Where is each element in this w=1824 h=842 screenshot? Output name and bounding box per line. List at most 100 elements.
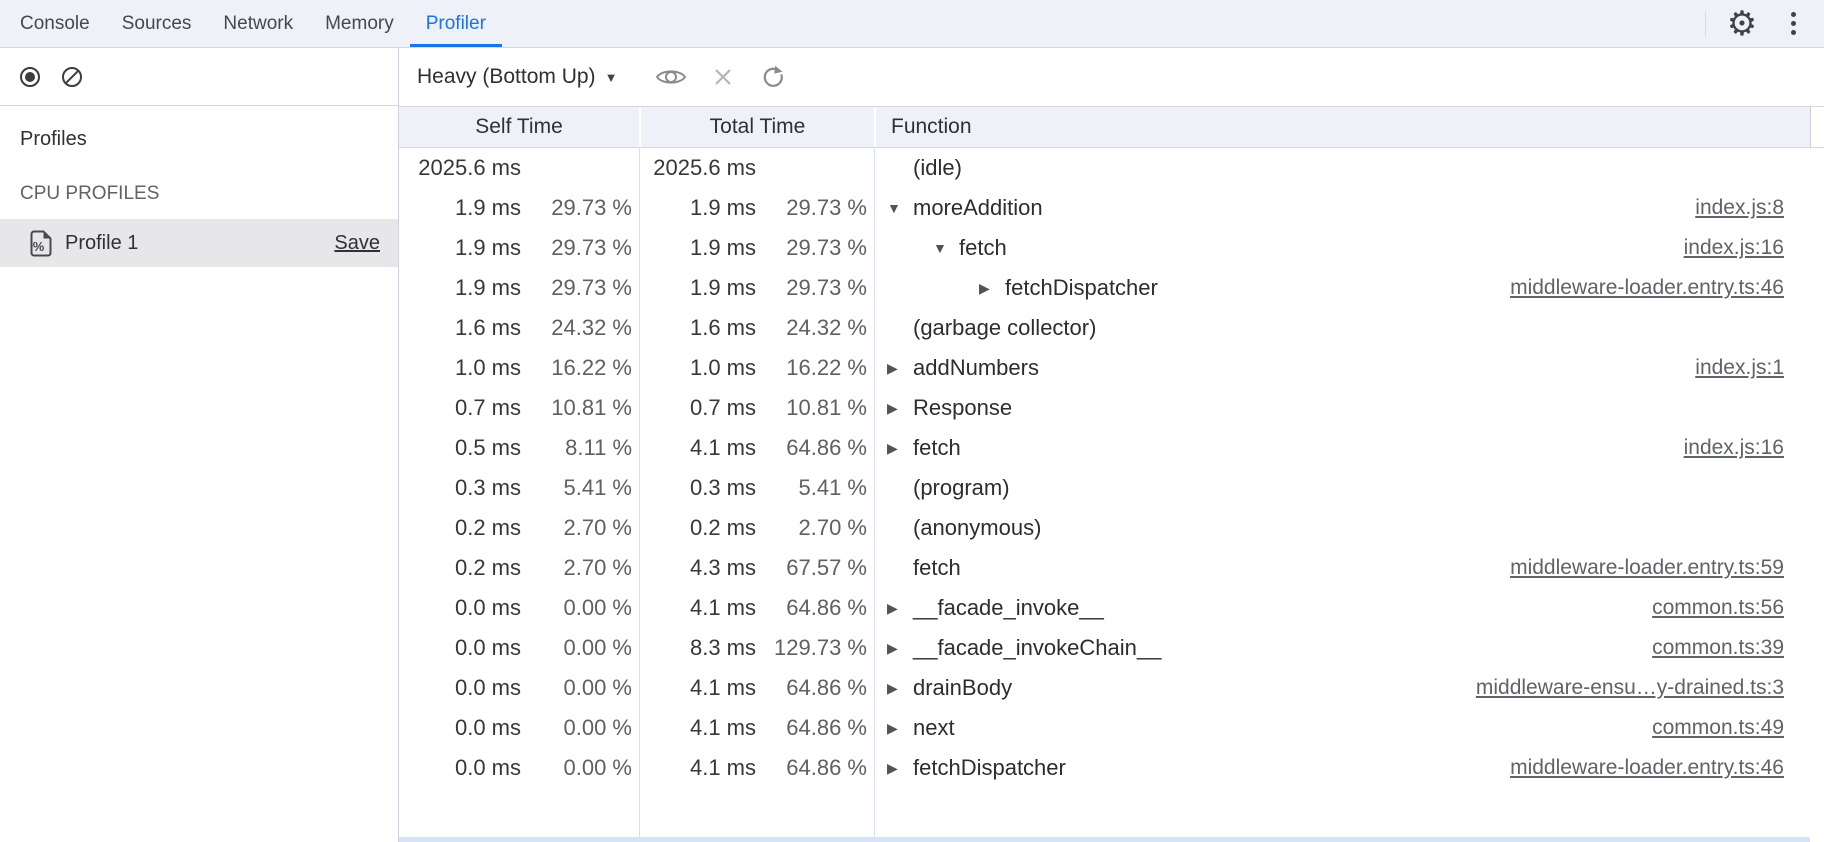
tab-profiler[interactable]: Profiler	[409, 0, 503, 47]
total-time-ms: 4.1 ms	[689, 675, 756, 700]
source-link[interactable]: common.ts:56	[1652, 596, 1784, 619]
table-row[interactable]: 2025.6 ms 2025.6 ms (idle)	[399, 148, 1824, 188]
function-cell: ▶ __facade_invoke__ common.ts:56	[874, 588, 1810, 628]
function-cell: (idle)	[874, 148, 1810, 188]
column-header-self-time[interactable]: Self Time	[475, 115, 563, 138]
total-time-ms: 4.1 ms	[689, 595, 756, 620]
source-link[interactable]: index.js:1	[1695, 356, 1784, 379]
total-time-cell: 4.1 ms 64.86 %	[639, 588, 874, 628]
table-row[interactable]: 0.0 ms 0.00 % 4.1 ms 64.86 % ▶ drainBody middl…	[399, 668, 1824, 708]
table-row[interactable]: 0.3 ms 5.41 % 0.3 ms 5.41 % (program)	[399, 468, 1824, 508]
function-cell: ▼ moreAddition index.js:8	[874, 188, 1810, 228]
tree-expand-arrow-icon[interactable]: ▶	[887, 359, 898, 376]
tree-expand-arrow-icon[interactable]: ▶	[887, 719, 898, 736]
self-time-cell: 2025.6 ms	[399, 148, 639, 188]
table-row[interactable]: 0.0 ms 0.00 % 4.1 ms 64.86 % ▶ fetchDispatche…	[399, 748, 1824, 788]
self-time-cell: 0.0 ms 0.00 %	[399, 628, 639, 668]
source-link[interactable]: middleware-loader.entry.ts:46	[1510, 756, 1784, 779]
sidebar-item-profile-1[interactable]: % Profile 1 Save	[0, 219, 398, 267]
table-row[interactable]: 1.6 ms 24.32 % 1.6 ms 24.32 % (garbage colle…	[399, 308, 1824, 348]
total-time-cell: 0.7 ms 10.81 %	[639, 388, 874, 428]
exclude-close-x-icon[interactable]	[713, 67, 733, 87]
source-link[interactable]: middleware-loader.entry.ts:46	[1510, 276, 1784, 299]
function-cell: ▶ fetch index.js:16	[874, 428, 1810, 468]
table-row[interactable]: 0.5 ms 8.11 % 4.1 ms 64.86 % ▶ fetch index.js:…	[399, 428, 1824, 468]
self-time-cell: 0.2 ms 2.70 %	[399, 508, 639, 548]
table-row[interactable]: 0.0 ms 0.00 % 4.1 ms 64.86 % ▶ __facade_invok…	[399, 588, 1824, 628]
source-link[interactable]: index.js:8	[1695, 196, 1784, 219]
scroll-corner	[1810, 107, 1824, 147]
table-row[interactable]: 0.2 ms 2.70 % 0.2 ms 2.70 % (anonymous)	[399, 508, 1824, 548]
function-cell: fetch middleware-loader.entry.ts:59	[874, 548, 1810, 588]
tab-memory[interactable]: Memory	[309, 0, 410, 47]
source-link[interactable]: common.ts:39	[1652, 636, 1784, 659]
column-header-function[interactable]: Function	[874, 107, 1810, 147]
source-link[interactable]: index.js:16	[1683, 236, 1784, 259]
function-cell: ▼ fetch index.js:16	[874, 228, 1810, 268]
main-split: Profiles CPU PROFILES % Profile 1 Save H…	[0, 48, 1824, 842]
tab-label: Console	[20, 12, 90, 34]
function-name: __facade_invoke__	[913, 595, 1104, 620]
self-time-ms: 0.0 ms	[454, 755, 521, 780]
function-cell: ▶ fetchDispatcher middleware-loader.entry.…	[874, 268, 1810, 308]
kebab-menu-icon[interactable]	[1778, 4, 1808, 44]
source-link[interactable]: common.ts:49	[1652, 716, 1784, 739]
record-profile-icon[interactable]	[17, 64, 43, 90]
table-row[interactable]: 1.9 ms 29.73 % 1.9 ms 29.73 % ▼ fetch index.js…	[399, 228, 1824, 268]
table-row[interactable]: 0.0 ms 0.00 % 8.3 ms 129.73 % ▶ __facade_invo…	[399, 628, 1824, 668]
tabbar-right-controls: ⚙	[1705, 0, 1824, 47]
tree-expand-arrow-icon[interactable]: ▶	[979, 279, 990, 296]
function-name: moreAddition	[913, 195, 1043, 220]
tree-expand-arrow-icon[interactable]: ▶	[887, 679, 898, 696]
table-row[interactable]: 0.2 ms 2.70 % 4.3 ms 67.57 % fetch middleware…	[399, 548, 1824, 588]
focus-visibility-eye-icon[interactable]	[655, 66, 687, 88]
total-time-percent: 29.73 %	[786, 195, 867, 220]
save-profile-link[interactable]: Save	[334, 231, 380, 254]
total-time-percent: 16.22 %	[786, 355, 867, 380]
self-time-ms: 1.9 ms	[454, 275, 521, 300]
source-link[interactable]: index.js:16	[1683, 436, 1784, 459]
table-row[interactable]: 1.9 ms 29.73 % 1.9 ms 29.73 % ▶ fetchDispatch…	[399, 268, 1824, 308]
function-name: addNumbers	[913, 355, 1039, 380]
table-row[interactable]: 1.9 ms 29.73 % 1.9 ms 29.73 % ▼ moreAddition i…	[399, 188, 1824, 228]
tab-network[interactable]: Network	[207, 0, 309, 47]
tab-sources[interactable]: Sources	[106, 0, 208, 47]
tab-console[interactable]: Console	[4, 0, 106, 47]
self-time-cell: 0.7 ms 10.81 %	[399, 388, 639, 428]
svg-text:%: %	[33, 239, 45, 254]
total-time-ms: 1.9 ms	[689, 275, 756, 300]
source-link[interactable]: middleware-loader.entry.ts:59	[1510, 556, 1784, 579]
total-time-ms: 0.7 ms	[689, 395, 756, 420]
source-link[interactable]: middleware-ensu…y-drained.ts:3	[1475, 676, 1784, 699]
self-time-percent: 10.81 %	[551, 395, 632, 420]
total-time-ms: 1.9 ms	[689, 235, 756, 260]
clear-profiles-icon[interactable]	[59, 64, 85, 90]
self-time-ms: 1.9 ms	[454, 195, 521, 220]
tree-expand-arrow-icon[interactable]: ▶	[887, 439, 898, 456]
function-name: (program)	[913, 475, 1010, 500]
total-time-ms: 4.1 ms	[689, 715, 756, 740]
self-time-ms: 0.7 ms	[454, 395, 521, 420]
table-row[interactable]: 0.0 ms 0.00 % 4.1 ms 64.86 % ▶ next common.ts:…	[399, 708, 1824, 748]
restore-refresh-icon[interactable]	[761, 65, 785, 89]
tree-expand-arrow-icon[interactable]: ▶	[887, 399, 898, 416]
settings-gear-icon[interactable]: ⚙	[1720, 2, 1764, 46]
row-gutter	[1810, 268, 1824, 308]
view-mode-dropdown[interactable]: Heavy (Bottom Up) ▼	[417, 65, 617, 89]
tree-expand-arrow-icon[interactable]: ▼	[887, 200, 901, 216]
self-time-ms: 2025.6 ms	[418, 155, 521, 180]
total-time-cell: 4.1 ms 64.86 %	[639, 748, 874, 788]
function-name: fetchDispatcher	[1005, 275, 1158, 300]
column-header-total-time[interactable]: Total Time	[639, 107, 874, 147]
total-time-percent: 129.73 %	[774, 635, 867, 660]
profile-data-grid: Self Time Total Time Function 2025.6 ms 2…	[399, 106, 1824, 842]
total-time-percent: 24.32 %	[786, 315, 867, 340]
filler-cell	[639, 788, 874, 842]
function-name: fetchDispatcher	[913, 755, 1066, 780]
tree-expand-arrow-icon[interactable]: ▶	[887, 639, 898, 656]
tree-expand-arrow-icon[interactable]: ▶	[887, 759, 898, 776]
tree-expand-arrow-icon[interactable]: ▶	[887, 599, 898, 616]
table-row[interactable]: 1.0 ms 16.22 % 1.0 ms 16.22 % ▶ addNumbers ind…	[399, 348, 1824, 388]
tree-expand-arrow-icon[interactable]: ▼	[933, 240, 947, 256]
table-row[interactable]: 0.7 ms 10.81 % 0.7 ms 10.81 % ▶ Response	[399, 388, 1824, 428]
